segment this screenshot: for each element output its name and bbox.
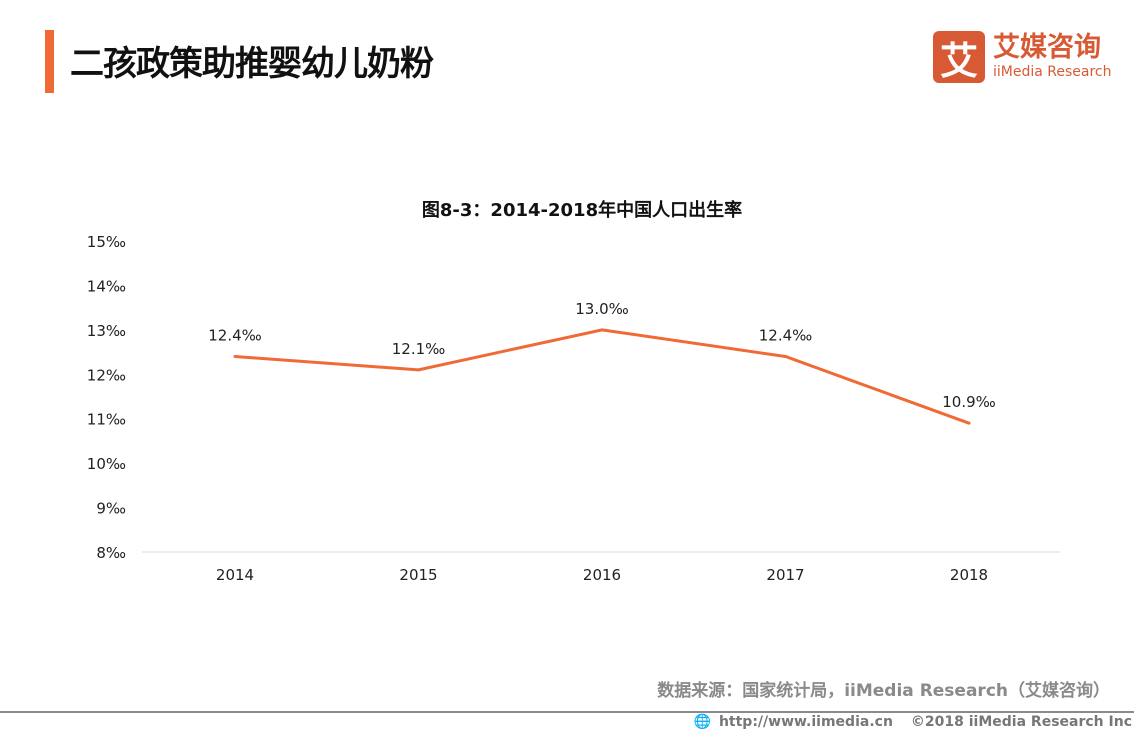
x-tick-label: 2016: [583, 566, 621, 584]
x-tick-label: 2014: [216, 566, 254, 584]
data-label: 12.1‰: [392, 340, 446, 358]
data-label: 12.4‰: [208, 327, 262, 345]
x-tick-label: 2017: [766, 566, 804, 584]
footer-divider: [0, 711, 1134, 713]
y-tick-label: 11‰: [87, 411, 126, 429]
data-source: 数据来源：国家统计局，iiMedia Research（艾媒咨询）: [657, 681, 1110, 701]
data-point: [417, 368, 420, 372]
footer: 🌐 http://www.iimedia.cn ©2018 iiMedia Re…: [694, 714, 1132, 730]
y-tick-label: 10‰: [87, 455, 126, 473]
copyright: ©2018 iiMedia Research Inc: [910, 714, 1132, 730]
data-label: 13.0‰: [575, 300, 629, 318]
data-label: 10.9‰: [942, 393, 996, 411]
y-tick-label: 9‰: [96, 500, 126, 518]
data-label: 12.4‰: [759, 327, 813, 345]
logo-en: iiMedia Research: [993, 64, 1112, 80]
logo-mark: 艾: [933, 31, 985, 83]
data-point: [233, 355, 237, 359]
data-point: [967, 421, 971, 425]
data-point: [784, 355, 787, 359]
y-tick-label: 12‰: [87, 366, 126, 384]
y-tick-label: 14‰: [87, 277, 126, 295]
y-tick-label: 13‰: [87, 322, 126, 340]
series-line: [234, 328, 970, 425]
x-tick-label: 2018: [950, 566, 988, 584]
y-tick-label: 15‰: [87, 233, 126, 251]
globe-icon: 🌐: [693, 714, 711, 730]
website-link[interactable]: http://www.iimedia.cn: [718, 714, 893, 730]
y-tick-label: 8‰: [96, 544, 126, 562]
data-point: [600, 328, 604, 332]
page-title: 二孩政策助推婴幼儿奶粉: [70, 44, 434, 84]
chart-title: 图8-3：2014-2018年中国人口出生率: [421, 200, 743, 221]
title-accent-bar: [45, 30, 54, 93]
logo: 艾 艾媒咨询 iiMedia Research: [933, 31, 1112, 83]
x-tick-label: 2015: [399, 566, 437, 584]
logo-cn: 艾媒咨询: [993, 32, 1101, 63]
